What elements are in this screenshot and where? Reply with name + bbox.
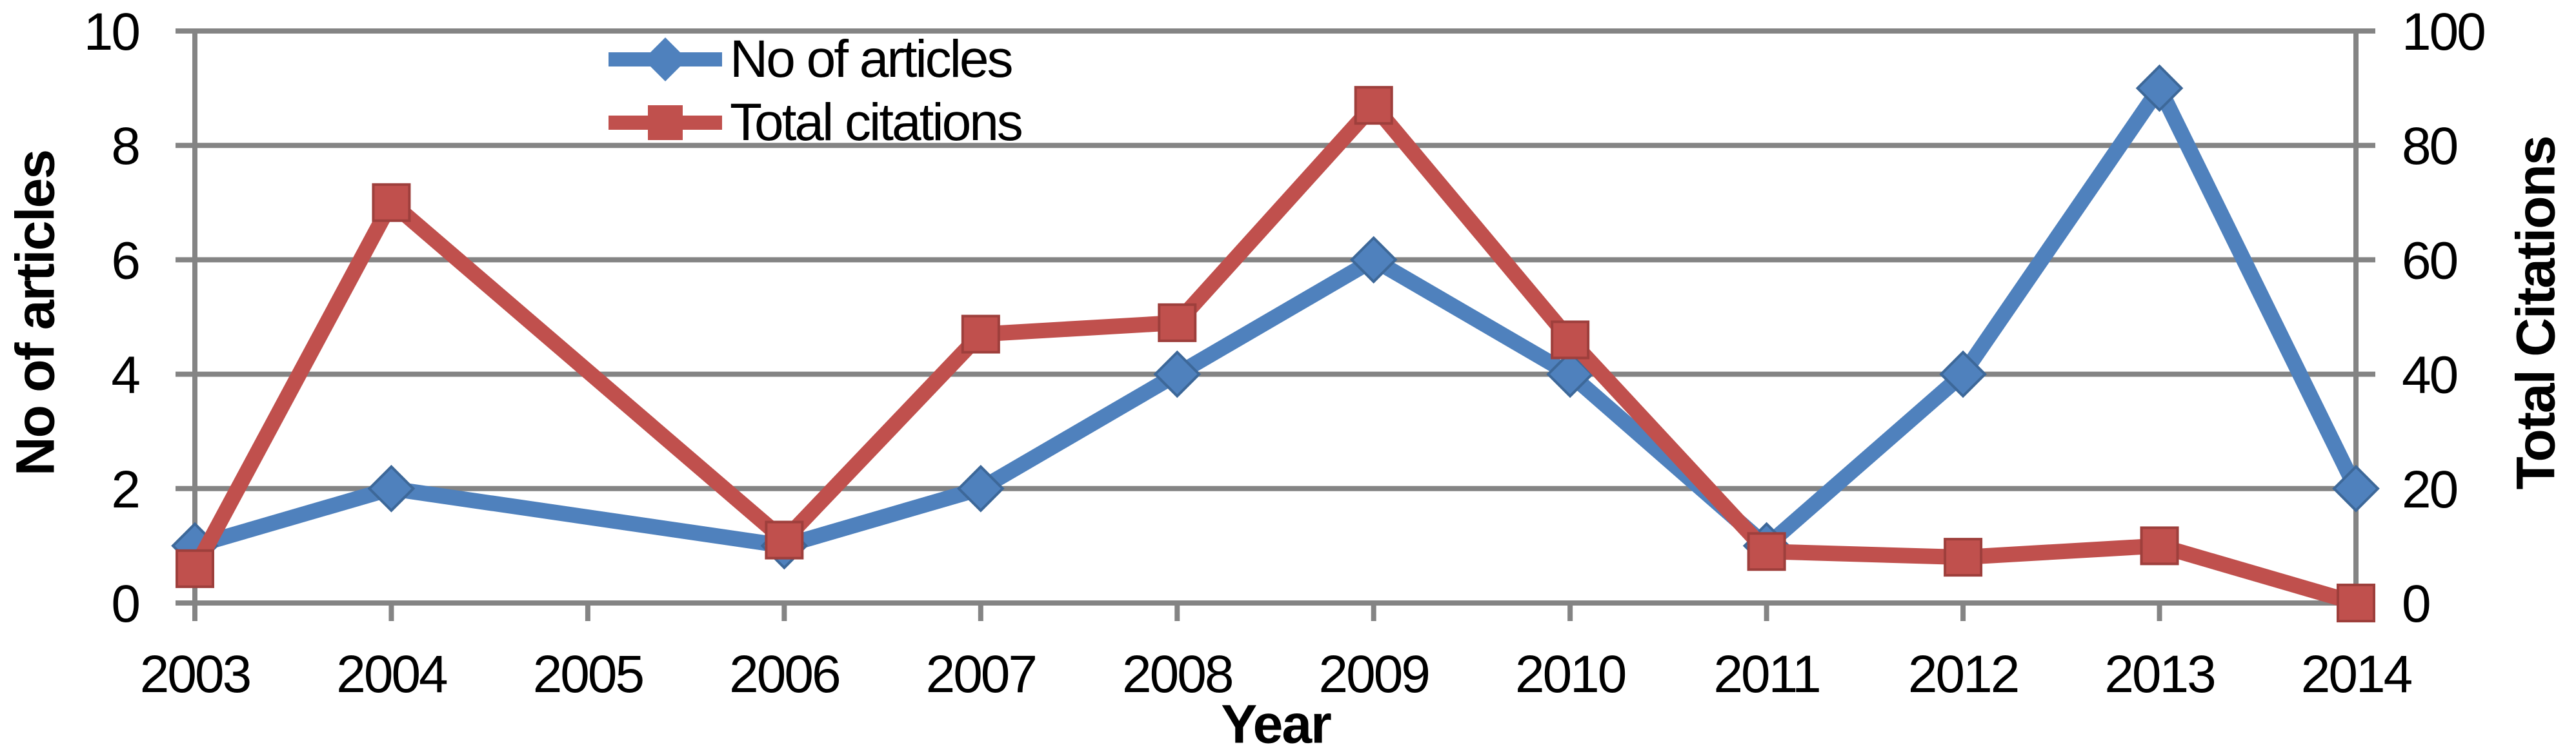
right-axis-tick-label: 60 — [2402, 231, 2457, 290]
legend-item-citations: Total citations — [609, 93, 1023, 152]
citations-series-swatch — [609, 105, 722, 140]
square-marker-icon — [765, 520, 804, 560]
square-marker-icon — [961, 314, 1000, 354]
square-marker-icon — [372, 183, 411, 222]
legend-item-articles: No of articles — [609, 30, 1014, 89]
citations-series-line — [187, 97, 2364, 611]
x-axis-tick-label: 2006 — [729, 645, 839, 704]
square-marker-icon — [176, 549, 214, 588]
square-marker-icon — [1747, 532, 1786, 571]
x-axis-title: Year — [1221, 693, 1332, 755]
right-axis-tick-label: 0 — [2402, 575, 2430, 633]
diamond-marker-icon — [367, 464, 416, 513]
x-axis-tick-label: 2008 — [1122, 645, 1233, 704]
x-axis-tick-label: 2005 — [533, 645, 643, 704]
right-axis-title: Total Citations — [2505, 136, 2566, 490]
diamond-marker-icon — [643, 37, 687, 81]
x-axis-tick-label: 2014 — [2301, 645, 2412, 704]
legend-label-citations: Total citations — [730, 93, 1023, 152]
right-axis-tick-label: 100 — [2402, 3, 2484, 61]
square-marker-icon — [1354, 86, 1393, 125]
x-axis-tick-label: 2013 — [2104, 645, 2214, 704]
square-marker-icon — [2140, 526, 2179, 566]
left-axis-tick-label: 6 — [111, 231, 139, 290]
square-marker-icon — [2337, 584, 2375, 622]
diamond-marker-icon — [2332, 464, 2380, 513]
x-axis-tick-label: 2004 — [336, 645, 447, 704]
left-axis-tick-label: 8 — [111, 117, 139, 176]
square-marker-icon — [1551, 320, 1590, 360]
x-axis-tick-label: 2009 — [1319, 645, 1429, 704]
x-axis-tick-label: 2011 — [1713, 645, 1819, 704]
left-axis-tick-label: 2 — [111, 460, 139, 519]
square-marker-icon — [648, 105, 683, 140]
articles-series-swatch — [609, 37, 722, 81]
left-axis-tick-label: 10 — [84, 3, 139, 61]
diamond-marker-icon — [956, 464, 1005, 513]
diamond-marker-icon — [2135, 64, 2184, 112]
left-axis-tick-label: 0 — [111, 575, 139, 633]
diamond-marker-icon — [1153, 350, 1202, 398]
x-axis-tick-label: 2012 — [1908, 645, 2018, 704]
right-axis-tick-label: 20 — [2402, 460, 2457, 519]
square-marker-icon — [1944, 538, 1983, 577]
right-axis-tick-label: 80 — [2402, 117, 2457, 176]
x-axis-tick-label: 2010 — [1515, 645, 1625, 704]
left-axis-title: No of articles — [5, 150, 66, 476]
x-axis-tick-label: 2003 — [140, 645, 250, 704]
diamond-marker-icon — [1939, 350, 1987, 398]
x-axis-tick-label: 2007 — [926, 645, 1036, 704]
left-axis-tick-label: 4 — [111, 346, 139, 405]
square-marker-icon — [1158, 303, 1197, 342]
legend-label-articles: No of articles — [730, 30, 1014, 88]
right-axis-tick-label: 40 — [2402, 346, 2457, 405]
diamond-marker-icon — [1349, 236, 1398, 284]
